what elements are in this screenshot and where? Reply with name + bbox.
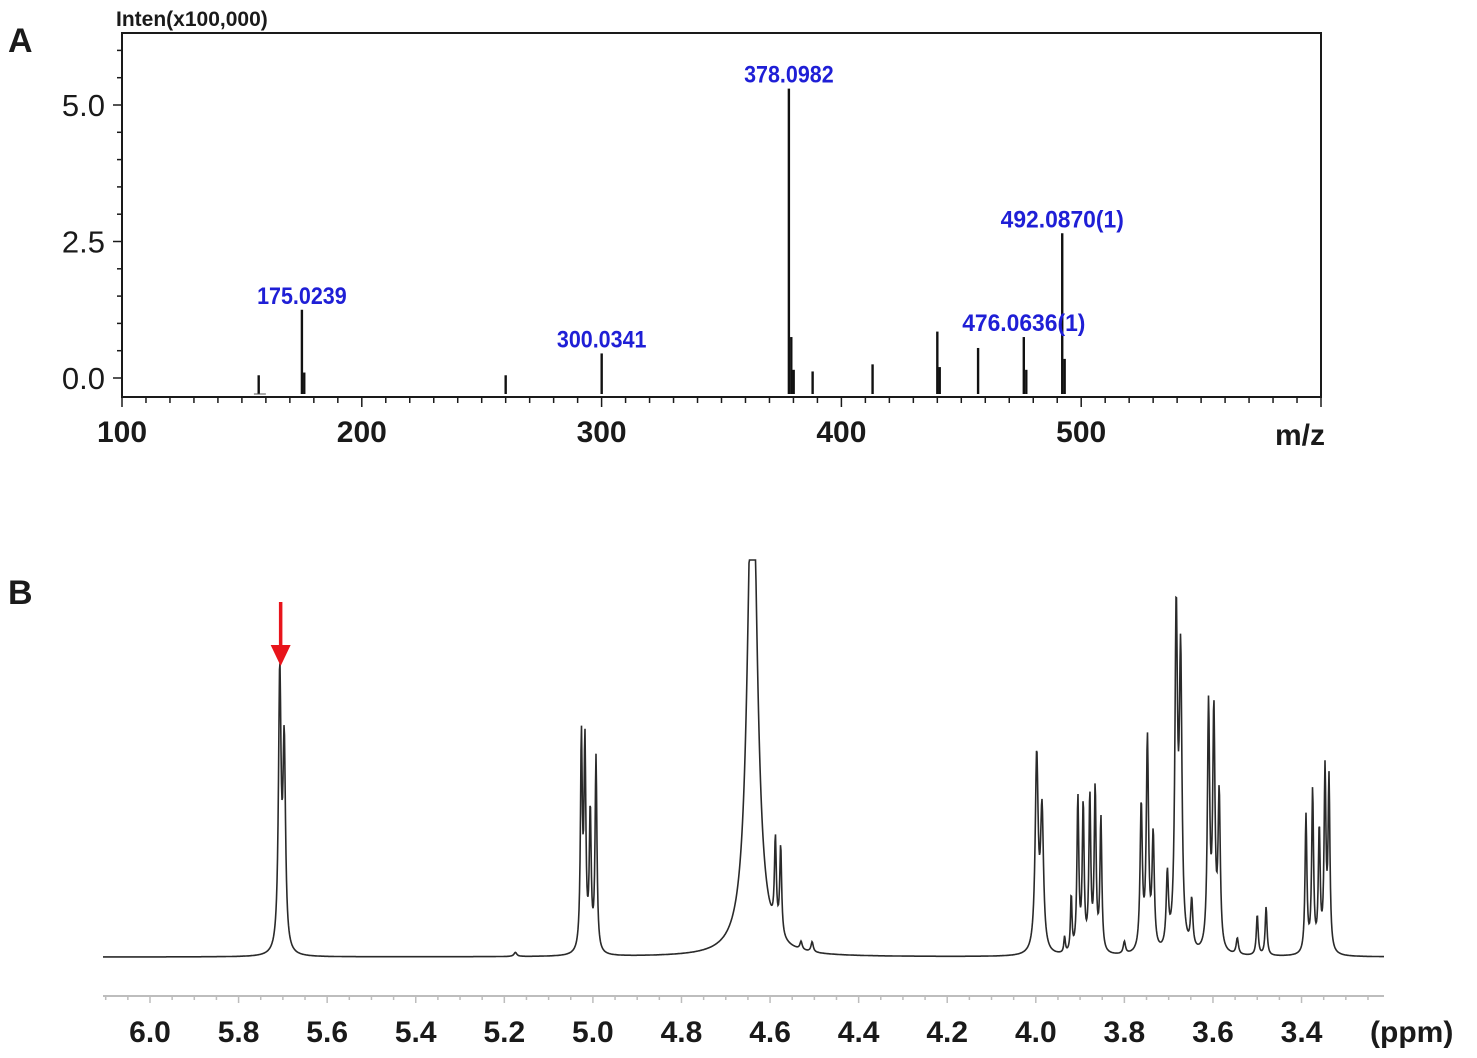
nmr-x-tick-label: 3.6 — [1192, 1016, 1234, 1049]
ms-x-tick-label: 100 — [97, 416, 147, 449]
nmr-x-tick-label: 3.4 — [1281, 1016, 1323, 1049]
ms-x-tick-label: 200 — [337, 416, 387, 449]
nmr-x-tick-labels: 6.0 5.8 5.6 5.4 5.2 5.0 4.8 4.6 4.4 4.2 4.0 3.8 3.6 3… — [129, 1016, 1323, 1049]
nmr-x-tick-label: 5.2 — [483, 1016, 525, 1049]
ms-x-axis-label: m/z — [1275, 419, 1325, 452]
nmr-x-axis-label: (ppm) — [1370, 1016, 1453, 1049]
nmr-x-tick-label: 4.4 — [838, 1016, 880, 1049]
ms-y-tick-label: 5.0 — [62, 88, 105, 123]
red-arrow-icon — [270, 602, 291, 666]
nmr-spectrum-line — [103, 559, 1384, 958]
ms-x-tick-label: 300 — [577, 416, 627, 449]
nmr-x-tick-label: 6.0 — [129, 1016, 171, 1049]
nmr-x-tick-label: 5.6 — [306, 1016, 348, 1049]
nmr-x-tick-label: 5.8 — [218, 1016, 260, 1049]
ms-annotations: 175.0239 300.0341 378.0982 476.0636(1) 492.0… — [257, 62, 1124, 354]
nmr-x-tick-label: 4.8 — [661, 1016, 703, 1049]
ms-y-axis-label: Inten(x100,000) — [116, 8, 268, 31]
nmr-x-tick-label: 3.8 — [1104, 1016, 1146, 1049]
ms-y-tick-labels: 0.0 2.5 5.0 — [62, 88, 105, 396]
ms-y-tick-label: 2.5 — [62, 225, 105, 260]
ms-peak-label: 300.0341 — [557, 326, 647, 353]
nmr-x-tick-label: 4.6 — [749, 1016, 791, 1049]
ms-x-tick-label: 500 — [1056, 416, 1106, 449]
ms-peak-label: 175.0239 — [257, 283, 347, 310]
ms-peak-label: 378.0982 — [744, 62, 834, 89]
ms-x-tick-label: 400 — [816, 416, 866, 449]
panel-b-label: B — [8, 574, 33, 612]
ms-peak-label: 492.0870(1) — [1001, 206, 1124, 233]
ms-peak-label: 476.0636(1) — [962, 310, 1085, 337]
nmr-x-tick-label: 4.0 — [1015, 1016, 1057, 1049]
ms-x-tick-labels: 100 200 300 400 500 — [97, 416, 1106, 449]
ms-peaks — [253, 88, 1066, 395]
nmr-axis-ticks — [104, 996, 1369, 1003]
nmr-x-tick-label: 5.0 — [572, 1016, 614, 1049]
ms-axis-ticks — [113, 49, 1322, 407]
nmr-x-tick-label: 5.4 — [395, 1016, 437, 1049]
arrow-head — [270, 645, 291, 666]
panel-a-label: A — [8, 22, 33, 60]
nmr-x-tick-label: 4.2 — [926, 1016, 968, 1049]
ms-y-tick-label: 0.0 — [62, 361, 105, 396]
